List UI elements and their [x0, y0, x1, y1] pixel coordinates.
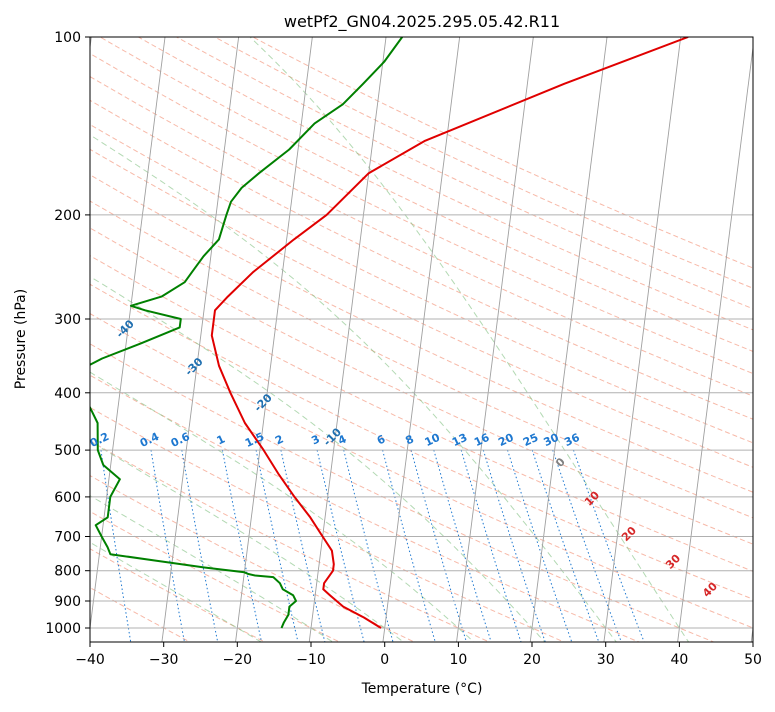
x-tick-label: −30	[149, 652, 179, 668]
moist-adiabat-line	[90, 371, 475, 642]
dry-adiabat-line	[90, 283, 753, 600]
mixing-ratio-line	[410, 449, 467, 642]
y-tick-label: 400	[54, 386, 81, 402]
temperature-profile-line	[210, 37, 689, 629]
dry-adiabat-line	[90, 227, 753, 545]
moist-adiabat-line	[90, 134, 617, 642]
x-axis-ticks: −40 −30 −20 −10 0 10 20 30 40 50	[75, 642, 762, 668]
mixing-ratio-line	[482, 449, 546, 642]
x-tick-label: −20	[223, 652, 253, 668]
chart-title: wetPf2_GN04.2025.295.05.42.R11	[284, 12, 560, 32]
mixing-ratio-line	[460, 449, 522, 642]
isotherm-line	[308, 37, 387, 642]
x-tick-label: −10	[296, 652, 326, 668]
y-tick-label: 1000	[45, 621, 81, 637]
y-tick-label: 700	[54, 530, 81, 546]
dewpoint-profile-line	[90, 37, 404, 629]
mixing-ratio-line	[433, 449, 492, 642]
mixing-ratio-label: 30	[542, 431, 562, 449]
dry-adiabat-line	[213, 37, 753, 289]
x-tick-label: 40	[670, 652, 688, 668]
mixing-ratio-line	[382, 449, 436, 642]
dry-adiabat-line	[90, 52, 753, 375]
isotherm-line	[90, 37, 166, 632]
isotherm-line	[529, 37, 608, 642]
mixing-ratio-label: 25	[521, 431, 540, 449]
dry-adiabat-line	[90, 174, 753, 493]
y-tick-label: 100	[54, 30, 81, 46]
x-tick-label: 50	[744, 652, 762, 668]
isotherm-line	[456, 37, 534, 642]
isotherm-line	[235, 37, 313, 642]
dry-adiabat-line	[90, 343, 716, 642]
mixing-ratio-line	[255, 449, 299, 642]
mixing-ratio-line	[316, 449, 365, 642]
mixing-ratio-line	[343, 449, 394, 642]
dry-adiabat-line	[90, 99, 753, 420]
dry-adiabat-line	[137, 37, 753, 331]
mixing-ratio-label: 36	[562, 431, 582, 449]
dry-adiabat-line	[90, 255, 753, 572]
moist-adiabat-line	[90, 275, 546, 642]
dry-adiabats	[90, 37, 753, 642]
mixing-ratio-label: 16	[472, 431, 492, 449]
y-axis-title: Pressure (hPa)	[13, 289, 29, 389]
dry-adiabat-line	[90, 475, 416, 642]
y-tick-label: 800	[54, 564, 81, 580]
isotherm-line	[603, 37, 682, 642]
y-tick-label: 500	[54, 443, 81, 459]
moist-adiabat-line	[90, 495, 334, 642]
y-tick-label: 200	[54, 208, 81, 224]
isotherms	[90, 37, 753, 642]
mixing-ratio-line	[280, 449, 326, 642]
mixing-ratio-label: 20	[496, 431, 516, 449]
profile-series	[90, 37, 689, 629]
pressure-gridlines	[90, 37, 753, 629]
dry-adiabat-line	[90, 406, 566, 642]
moist-adiabats	[90, 37, 690, 642]
isotherm-line	[677, 43, 753, 642]
mixing-ratio-line	[221, 450, 263, 642]
y-tick-label: 900	[54, 594, 81, 610]
dry-adiabat-line	[90, 76, 753, 397]
y-tick-label: 600	[54, 490, 81, 506]
dry-adiabat-line	[90, 510, 341, 642]
mixing-ratio-label: 13	[450, 431, 469, 449]
isotherm-line	[161, 37, 240, 642]
x-tick-label: 20	[523, 652, 541, 668]
y-tick-label: 300	[54, 312, 81, 328]
dry-adiabat-line	[90, 200, 753, 519]
x-tick-label: 0	[380, 652, 389, 668]
mixing-ratio-label: 10	[423, 431, 443, 449]
x-tick-label: 10	[449, 652, 467, 668]
x-tick-label: 30	[597, 652, 615, 668]
moist-adiabat-line	[90, 440, 405, 642]
x-axis-title: Temperature (°C)	[361, 681, 483, 697]
mixing-ratio-lines	[100, 449, 645, 642]
y-axis-ticks: 100 200 300 400 500 600 700 800 900 1000	[45, 30, 90, 637]
moist-adiabat-line	[249, 37, 690, 642]
plot-frame	[89, 36, 754, 643]
isotherm-line	[382, 37, 461, 642]
x-tick-label: −40	[75, 652, 105, 668]
